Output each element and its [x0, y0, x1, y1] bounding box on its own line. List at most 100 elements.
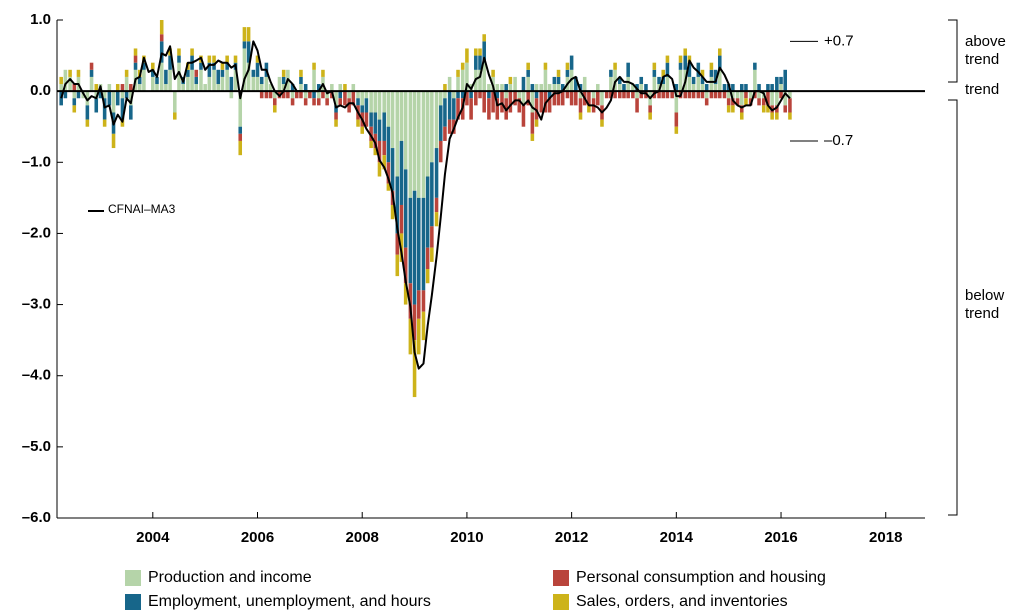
bar — [360, 126, 364, 134]
bar — [474, 91, 478, 106]
bar — [661, 76, 666, 85]
bar — [251, 76, 256, 92]
bar — [713, 84, 718, 92]
bar — [403, 247, 408, 284]
bar — [386, 126, 391, 163]
bar — [386, 91, 391, 127]
bar — [85, 119, 90, 127]
bar — [212, 62, 216, 70]
bar — [652, 62, 657, 70]
bar — [438, 91, 443, 106]
bar — [491, 69, 495, 77]
bar — [259, 76, 264, 85]
bar — [735, 98, 740, 106]
bar — [556, 91, 561, 106]
bar — [133, 62, 138, 70]
bar — [534, 119, 539, 127]
bar — [59, 76, 63, 85]
bar — [403, 91, 408, 170]
bar — [717, 48, 722, 56]
bar — [574, 76, 578, 92]
bar — [552, 76, 557, 85]
bar — [639, 91, 644, 99]
bar — [622, 84, 626, 92]
bar — [382, 112, 386, 141]
bar — [526, 91, 530, 106]
bar — [565, 62, 570, 70]
bar — [369, 126, 373, 141]
bar — [207, 62, 212, 77]
bar — [683, 48, 688, 56]
bar — [704, 84, 709, 92]
bar — [543, 69, 548, 92]
bar — [482, 34, 486, 42]
bar — [360, 105, 364, 113]
bar — [482, 91, 486, 113]
bar — [495, 98, 500, 120]
bar — [700, 76, 705, 85]
bar — [290, 91, 295, 99]
zone-brackets — [948, 19, 958, 516]
bar — [469, 98, 473, 120]
bar — [186, 69, 190, 77]
bar — [456, 76, 460, 92]
bar — [303, 98, 308, 106]
bar — [356, 119, 360, 127]
bar — [72, 105, 77, 113]
bar — [748, 91, 753, 99]
bar — [207, 55, 212, 63]
bar — [521, 76, 526, 92]
bar — [369, 140, 373, 149]
bar — [129, 105, 133, 120]
bar — [687, 55, 692, 63]
bar — [687, 62, 692, 77]
bar — [412, 91, 417, 191]
bar — [474, 55, 478, 70]
bar — [164, 84, 168, 92]
bar — [569, 91, 574, 106]
bar — [216, 69, 221, 85]
bar — [761, 105, 766, 113]
bar — [443, 91, 447, 99]
bar — [696, 62, 701, 77]
bar — [717, 69, 722, 92]
legend-label: Personal consumption and housing — [576, 569, 826, 586]
bar — [325, 98, 329, 106]
bar — [447, 119, 452, 134]
bar — [190, 48, 194, 56]
bar — [412, 190, 417, 305]
bar — [465, 48, 469, 63]
bar — [238, 140, 243, 156]
y-tick-label: –1.0 — [22, 153, 51, 170]
bar — [85, 105, 90, 120]
bar — [539, 84, 544, 92]
bar — [465, 91, 469, 106]
bar — [98, 91, 103, 99]
bar — [142, 69, 146, 92]
bar — [233, 55, 238, 63]
y-tick-label: –6.0 — [22, 509, 51, 526]
bar — [186, 76, 190, 92]
bar — [670, 91, 674, 99]
bar — [547, 91, 552, 99]
bar — [700, 69, 705, 77]
bar — [600, 119, 604, 127]
bar — [312, 98, 316, 106]
bar — [604, 91, 609, 99]
bar — [168, 55, 172, 70]
bar — [443, 84, 447, 92]
bar — [596, 84, 600, 92]
bar — [242, 27, 247, 42]
bar — [334, 91, 338, 106]
y-tick-label: –5.0 — [22, 438, 51, 455]
bar — [220, 69, 225, 77]
bar — [500, 84, 504, 92]
bar — [164, 69, 168, 85]
legend-label: Production and income — [148, 569, 312, 586]
bar — [229, 91, 234, 99]
bar — [390, 91, 395, 149]
bar — [312, 62, 316, 70]
bar — [242, 41, 247, 49]
bar — [447, 91, 452, 120]
bar — [556, 84, 561, 92]
